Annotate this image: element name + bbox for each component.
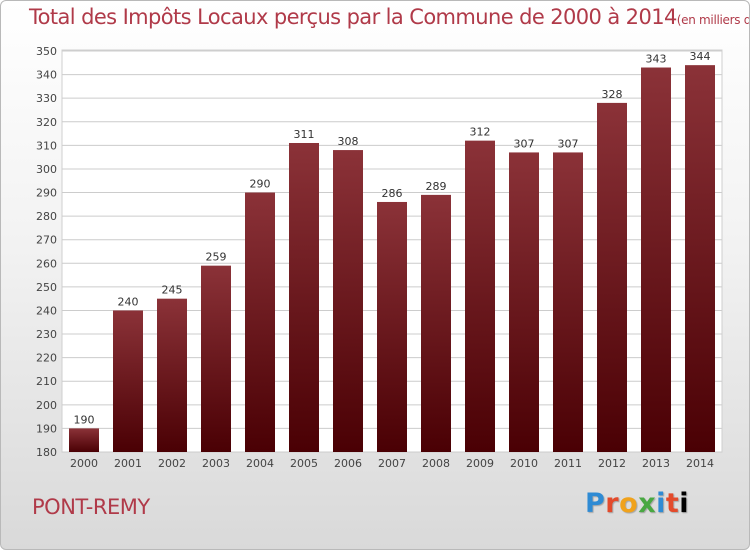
bar-value-label: 190	[74, 413, 95, 426]
x-tick-label: 2006	[334, 457, 362, 470]
bar-value-label: 259	[206, 251, 227, 264]
x-tick-label: 2013	[642, 457, 670, 470]
y-tick-label: 200	[36, 399, 57, 412]
bar-2011	[553, 152, 583, 452]
bar-value-label: 328	[602, 88, 623, 101]
bar-value-label: 286	[382, 187, 403, 200]
y-tick-label: 340	[36, 69, 57, 82]
x-tick-label: 2001	[114, 457, 142, 470]
logo-letter: x	[638, 488, 657, 519]
bar-2009	[465, 140, 495, 452]
bar-value-label: 308	[338, 135, 359, 148]
y-tick-label: 230	[36, 328, 57, 341]
bar-2006	[333, 150, 363, 452]
commune-name: PONT-REMY	[32, 495, 150, 519]
logo-letter: t	[665, 488, 680, 519]
y-axis: 180 190 200 210 220 230 240 250 260 270 280 290 300 3…	[36, 45, 57, 459]
y-tick-label: 320	[36, 116, 57, 129]
bar-value-label: 343	[646, 53, 667, 66]
y-tick-label: 350	[36, 45, 57, 58]
y-tick-label: 310	[36, 139, 57, 152]
logo-letter: P	[585, 488, 606, 519]
x-tick-label: 2010	[510, 457, 538, 470]
x-tick-label: 2003	[202, 457, 230, 470]
x-tick-label: 2004	[246, 457, 274, 470]
bar-value-label: 289	[426, 180, 447, 193]
chart-title: Total des Impôts Locaux perçus par la Co…	[29, 5, 749, 29]
bar-2005	[289, 142, 319, 452]
x-tick-label: 2008	[422, 457, 450, 470]
value-labels: 190 240 245 259 290 311 308 286 289 312 307 307 328 3…	[74, 50, 711, 426]
bar-value-label: 307	[558, 137, 579, 150]
bar-2013	[641, 67, 671, 452]
y-tick-label: 330	[36, 92, 57, 105]
y-tick-label: 210	[36, 375, 57, 388]
y-tick-label: 280	[36, 210, 57, 223]
bar-value-label: 344	[690, 50, 711, 63]
y-tick-label: 190	[36, 422, 57, 435]
x-tick-label: 2011	[554, 457, 582, 470]
x-tick-label: 2005	[290, 457, 318, 470]
bar-value-label: 312	[470, 126, 491, 139]
logo-letter: i	[679, 488, 690, 519]
proxiti-logo: Proxiti	[585, 488, 689, 519]
bar-value-label: 240	[118, 295, 139, 308]
y-tick-label: 180	[36, 446, 57, 459]
bars	[69, 65, 715, 453]
y-tick-label: 260	[36, 257, 57, 270]
chart-unit: (en milliers d'€)	[676, 13, 749, 27]
x-tick-label: 2009	[466, 457, 494, 470]
x-tick-label: 2000	[70, 457, 98, 470]
bar-2012	[597, 102, 627, 453]
y-tick-label: 290	[36, 187, 57, 200]
bar-2010	[509, 152, 539, 452]
chart-title-text: Total des Impôts Locaux perçus par la Co…	[29, 5, 677, 29]
bar-value-label: 311	[294, 128, 315, 141]
x-tick-label: 2012	[598, 457, 626, 470]
bar-2001	[113, 310, 143, 452]
bar-2002	[157, 298, 187, 452]
bar-2008	[421, 194, 451, 452]
x-tick-label: 2002	[158, 457, 186, 470]
y-tick-label: 300	[36, 163, 57, 176]
bar-2014	[685, 65, 715, 452]
y-tick-label: 220	[36, 352, 57, 365]
y-tick-label: 250	[36, 281, 57, 294]
bar-value-label: 290	[250, 178, 271, 191]
x-tick-label: 2007	[378, 457, 406, 470]
y-tick-label: 270	[36, 234, 57, 247]
x-axis: 2000 2001 2002 2003 2004 2005 2006 2007 2008 2009…	[70, 457, 714, 470]
bar-value-label: 307	[514, 137, 535, 150]
bar-2007	[377, 201, 407, 452]
y-tick-label: 240	[36, 304, 57, 317]
x-tick-label: 2014	[686, 457, 714, 470]
logo-letter: r	[605, 488, 620, 519]
logo-letter: o	[619, 488, 639, 519]
logo-letter: i	[656, 488, 666, 519]
bar-2003	[201, 265, 231, 452]
bar-2004	[245, 192, 275, 452]
bar-2000	[69, 428, 99, 452]
bar-value-label: 245	[162, 284, 183, 297]
